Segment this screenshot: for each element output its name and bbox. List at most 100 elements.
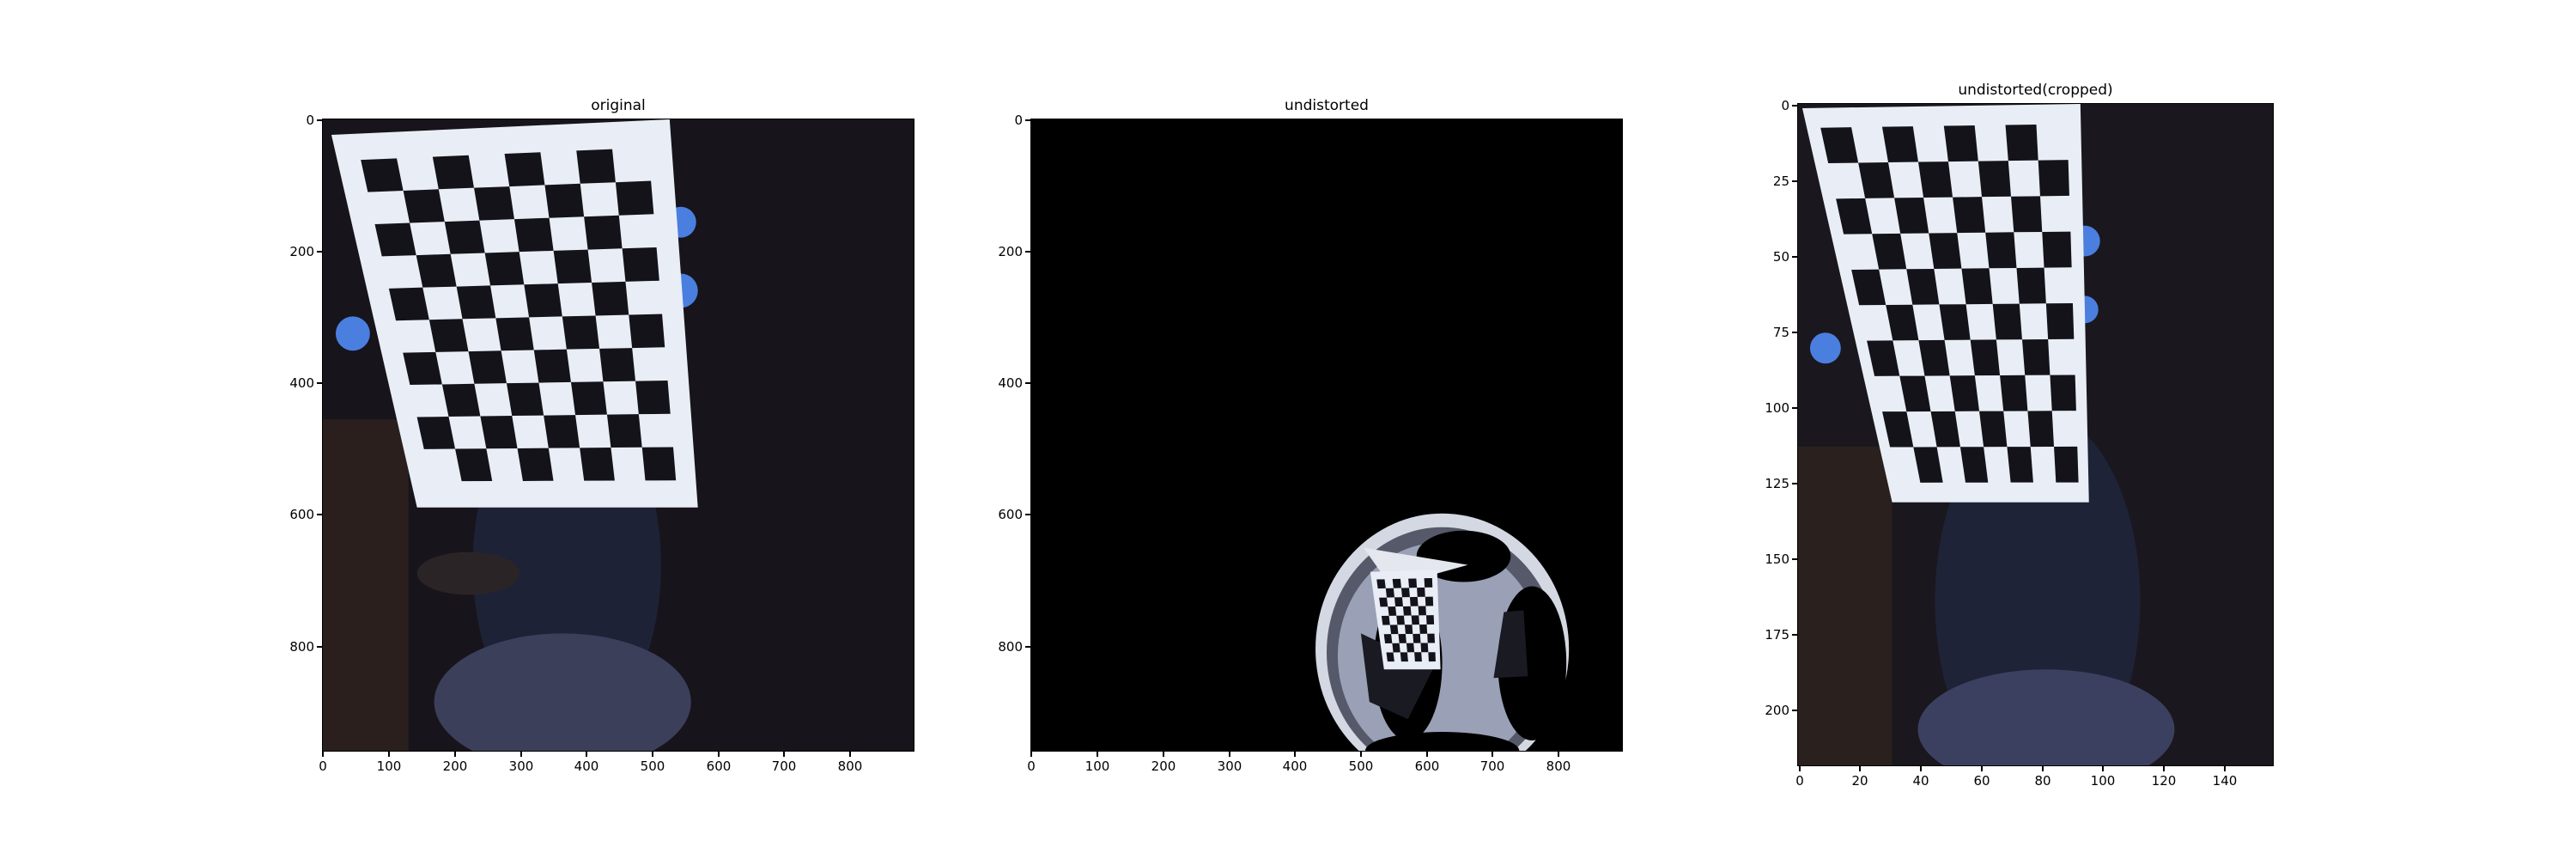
x-tick: 0	[1795, 773, 1804, 789]
checker-square	[504, 152, 545, 187]
checker-square	[2016, 267, 2046, 304]
checker-square	[2042, 231, 2072, 268]
y-tick: 125	[1765, 476, 1789, 491]
checker-square	[1425, 596, 1434, 606]
checker-square	[2000, 375, 2028, 411]
checker-square	[1385, 588, 1394, 598]
y-tick: 200	[1765, 703, 1789, 718]
checker-square	[416, 417, 456, 449]
checker-square	[606, 414, 642, 448]
y-tick: 400	[998, 375, 1023, 391]
x-tick: 100	[2090, 773, 2116, 789]
checker-square	[2011, 196, 2043, 233]
photo-original	[323, 119, 914, 751]
y-tick: 0	[1014, 113, 1023, 128]
y-tick: 200	[998, 244, 1023, 259]
checker-square	[1376, 579, 1386, 589]
checker-square	[1414, 652, 1422, 662]
checker-square	[2054, 446, 2079, 483]
x-tick: 60	[1973, 773, 1990, 789]
checker-square	[641, 447, 677, 481]
checkerboard-original	[361, 149, 677, 482]
y-tick: 25	[1772, 174, 1789, 189]
x-tick: 0	[319, 758, 327, 774]
checker-square	[513, 217, 554, 253]
panel-title-cropped: undistorted(cropped)	[1958, 82, 2113, 99]
x-tick: 100	[1084, 758, 1110, 774]
checker-square	[361, 158, 404, 192]
checker-square	[1992, 303, 2022, 340]
y-tick: 400	[289, 375, 314, 391]
checker-square	[388, 287, 429, 321]
checker-square	[1949, 375, 1980, 411]
y-tick: 150	[1765, 551, 1789, 567]
checker-square	[2021, 338, 2050, 375]
checker-square	[517, 448, 554, 481]
checker-square	[1894, 198, 1929, 234]
checker-square	[456, 285, 496, 320]
checker-square	[1985, 232, 2017, 269]
checker-square	[592, 281, 629, 316]
checker-square	[1400, 652, 1408, 662]
checker-square	[1929, 233, 1962, 270]
checker-square	[1398, 633, 1406, 643]
checker-square	[544, 415, 580, 448]
y-tick: 600	[289, 507, 314, 522]
x-tick: 700	[1479, 758, 1505, 774]
checker-square	[480, 416, 518, 449]
x-tick: 40	[1912, 773, 1929, 789]
checker-square	[622, 247, 659, 282]
checker-square	[1418, 606, 1426, 616]
checker-square	[495, 317, 534, 351]
checker-square	[1427, 633, 1436, 643]
checker-square	[1979, 411, 2008, 448]
checker-square	[403, 189, 445, 223]
checker-square	[1881, 126, 1918, 163]
checker-square	[576, 149, 616, 184]
x-tick: 400	[574, 758, 599, 774]
y-tick: 175	[1765, 627, 1789, 643]
x-tick: 800	[1546, 758, 1571, 774]
checker-square	[544, 183, 585, 218]
x-tick: 400	[1282, 758, 1308, 774]
checker-square	[1425, 615, 1435, 624]
y-tick: 75	[1772, 325, 1789, 340]
y-tick: 0	[306, 113, 314, 128]
x-tick: 800	[837, 758, 863, 774]
checker-square	[629, 314, 665, 349]
checker-square	[1858, 162, 1895, 198]
x-tick: 500	[640, 758, 665, 774]
checker-square	[1918, 339, 1950, 376]
checkerboard-undistorted	[1376, 577, 1436, 662]
checker-square	[524, 283, 562, 318]
checker-square	[1400, 588, 1410, 598]
x-tick: 120	[2151, 773, 2177, 789]
checker-square	[1388, 606, 1397, 616]
checker-square	[1379, 597, 1388, 607]
checker-square	[2007, 447, 2033, 483]
checker-square	[1392, 643, 1400, 653]
checker-square	[2045, 302, 2075, 339]
checker-square	[1386, 652, 1394, 662]
checker-square	[455, 448, 493, 482]
checker-square	[403, 351, 442, 386]
checker-square	[473, 186, 514, 221]
checker-square	[468, 350, 507, 384]
checker-square	[484, 252, 525, 286]
checker-square	[1959, 447, 1989, 483]
checker-square	[1411, 615, 1419, 625]
checker-square	[1381, 615, 1390, 625]
checker-square	[1419, 624, 1428, 634]
checker-square	[570, 381, 607, 416]
x-tick: 600	[1414, 758, 1440, 774]
checker-square	[1413, 633, 1421, 643]
y-tick: 600	[998, 507, 1023, 522]
y-tick: 0	[1781, 98, 1789, 113]
x-tick: 200	[442, 758, 468, 774]
checker-square	[1408, 578, 1418, 588]
checker-square	[374, 222, 416, 257]
checker-square	[1851, 269, 1886, 306]
checker-square	[1404, 624, 1413, 634]
x-tick: 0	[1027, 758, 1036, 774]
